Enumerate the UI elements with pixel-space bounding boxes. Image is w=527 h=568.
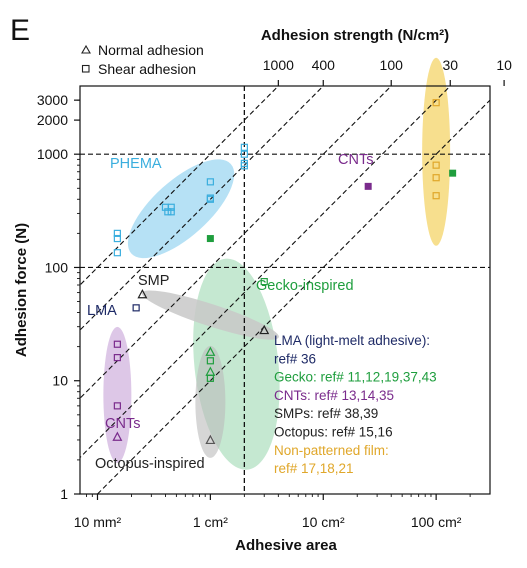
reference-line: Gecko: ref# 11,12,19,37,43 [274, 370, 437, 385]
reference-line: Non-patterned film: [274, 443, 389, 458]
top-axis-title: Adhesion strength (N/cm²) [261, 27, 449, 44]
reference-line: Octopus: ref# 15,16 [274, 425, 393, 440]
group-label-cnts: CNTs [105, 416, 140, 432]
point-phema-square [113, 234, 121, 243]
ellipse-octopus-inspired [195, 345, 226, 458]
iso-strength-line [80, 86, 279, 286]
point-non-patterned-film-square [432, 174, 440, 182]
point-gecko-inspired-triangle [205, 346, 216, 356]
y-tick-label: 1 [60, 486, 68, 502]
point-lma-square [132, 304, 140, 312]
iso-strength-line [80, 86, 392, 400]
top-tick-label: 10 [496, 57, 512, 73]
panel-label: E [10, 14, 30, 47]
point-gecko-inspired-square [206, 374, 214, 382]
y-tick-label: 3000 [37, 92, 68, 108]
reference-line: ref# 36 [274, 351, 316, 366]
top-tick-label: 100 [380, 57, 404, 73]
point-cnts-square [113, 340, 121, 348]
legend-square-icon [81, 64, 90, 73]
reference-line: LMA (light-melt adhesive): [274, 333, 430, 348]
top-tick-label: 30 [442, 57, 458, 73]
point-phema-square [240, 143, 248, 151]
y-tick-label: 2000 [37, 112, 68, 128]
point-phema-square [240, 150, 248, 158]
group-label-phema: PHEMA [110, 156, 162, 172]
point-smp-triangle [259, 324, 270, 335]
y-tick-label: 1000 [37, 146, 68, 162]
ellipse-non-patterned-film [422, 57, 451, 246]
group-label-octopus-inspired: Octopus-inspired [95, 456, 205, 472]
point-phema-square [206, 178, 214, 186]
reference-line: SMPs: ref# 38,39 [274, 406, 378, 421]
group-label-gecko-inspired: Gecko-inspired [256, 278, 354, 294]
iso-strength-line [80, 86, 324, 331]
x-tick-label: 10 cm² [302, 514, 345, 530]
point-phema-square [167, 208, 175, 216]
top-tick-label: 400 [312, 57, 336, 73]
point-phema-square [113, 249, 121, 257]
group-label-lma: LMA [87, 303, 117, 319]
point-gecko-inspired-filled-square [206, 235, 214, 243]
iso-strength-line [80, 86, 451, 459]
legend: Normal adhesion Shear adhesion [81, 42, 204, 77]
point-phema-square [113, 229, 121, 237]
group-label-cnts: CNTs [338, 152, 373, 168]
axes: 10 mm² 1 cm² 10 cm² 100 cm² 1 10 100 1000 2000 30… [37, 57, 512, 530]
x-tick-label: 1 cm² [193, 514, 228, 530]
point-octopus-inspired-triangle [205, 434, 216, 445]
y-tick-label: 100 [45, 259, 69, 275]
iso-strength-line [97, 99, 490, 494]
top-tick-label: 1000 [263, 57, 294, 73]
point-gecko-inspired-square [260, 278, 268, 286]
group-ellipses [103, 57, 451, 470]
x-axis-title: Adhesive area [235, 537, 337, 554]
x-tick-label: 10 mm² [74, 514, 122, 530]
point-phema-square [240, 162, 248, 170]
group-labels: PHEMA CNTs SMP LMA Gecko-inspired CNTs Octopus… [87, 152, 373, 472]
point-phema-square [206, 195, 214, 203]
point-non-patterned-film-square [432, 99, 440, 107]
legend-triangle-icon [81, 44, 91, 54]
data-points [112, 99, 457, 445]
iso-strength-lines [80, 86, 490, 494]
x-tick-label: 100 cm² [411, 514, 462, 530]
point-smp-triangle [137, 288, 148, 299]
reference-line: ref# 17,18,21 [274, 461, 354, 476]
group-label-smp: SMP [138, 273, 169, 289]
y-tick-label: 10 [52, 373, 68, 389]
references-block: LMA (light-melt adhesive): ref# 36 Gecko: … [274, 333, 437, 476]
ellipse-cnts [103, 326, 132, 463]
point-cnts-square [113, 402, 121, 410]
point-gecko-inspired-square [206, 357, 214, 365]
legend-label: Normal adhesion [98, 42, 204, 58]
legend-label: Shear adhesion [98, 61, 196, 77]
plot-frame [79, 85, 491, 495]
reference-lines [80, 86, 490, 494]
point-non-patterned-film-square [432, 192, 440, 200]
point-gecko-inspired-filled-square [449, 169, 457, 177]
point-cnts-filled-square [364, 182, 372, 190]
point-non-patterned-film-square [432, 161, 440, 169]
reference-line: CNTs: ref# 13,14,35 [274, 388, 394, 403]
point-cnts-triangle [112, 431, 123, 441]
point-cnts-square [113, 354, 121, 362]
y-axis-title: Adhesion force (N) [13, 223, 30, 357]
